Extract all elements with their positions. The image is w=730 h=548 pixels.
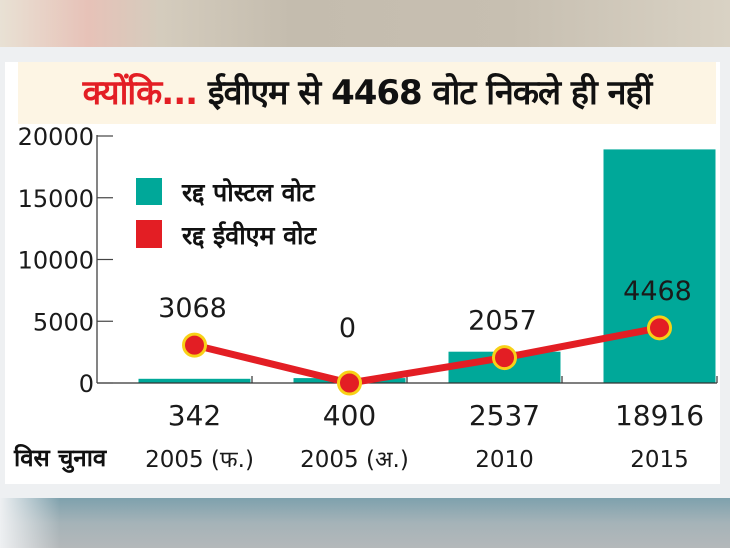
x-axis-title: विस चुनाव <box>13 444 108 473</box>
legend-label-evm: रद्द ईवीएम वोट <box>181 221 318 250</box>
y-tick-label: 20000 <box>18 123 94 151</box>
chart-title: क्योंकि... ईवीएम से 4468 वोट निकले ही नह… <box>18 62 716 124</box>
legend-swatch-postal <box>136 178 162 205</box>
bar-postal-3 <box>603 149 716 383</box>
marker-evm-0 <box>182 332 207 358</box>
data-label-evm: 3068 <box>158 293 227 324</box>
y-tick-label: 5000 <box>33 308 94 336</box>
data-label-postal: 18916 <box>615 399 704 432</box>
marker-evm-3 <box>647 315 672 341</box>
y-tick-label: 10000 <box>18 247 94 275</box>
marker-evm-1 <box>337 370 362 396</box>
title-band <box>18 62 716 124</box>
x-category-label: 2015 <box>630 447 689 473</box>
line-evm <box>193 324 661 387</box>
x-category-label: 2005 (अ.) <box>300 447 409 473</box>
title-rest: ईवीएम से 4468 वोट निकले ही नहीं <box>207 73 652 113</box>
marker-evm-2 <box>492 345 517 371</box>
title-accent: क्योंकि... <box>82 73 198 113</box>
data-label-postal: 2537 <box>469 399 540 432</box>
blurred-background-top <box>0 0 730 47</box>
legend-swatch-evm <box>136 220 162 248</box>
x-category-label: 2005 (फ.) <box>145 447 254 473</box>
data-label-evm: 4468 <box>623 276 692 307</box>
data-label-postal: 400 <box>323 399 376 432</box>
blurred-background-bottom <box>0 498 730 548</box>
data-label-evm: 2057 <box>468 306 537 337</box>
data-label-postal: 342 <box>168 399 221 432</box>
y-tick-label: 0 <box>79 370 94 398</box>
y-tick-label: 15000 <box>18 185 94 213</box>
data-label-evm: 0 <box>339 313 356 344</box>
chart-card <box>5 62 720 484</box>
bar-postal-0 <box>138 378 251 383</box>
legend-label-postal: रद्द पोस्टल वोट <box>181 178 316 207</box>
x-category-label: 2010 <box>475 447 534 473</box>
